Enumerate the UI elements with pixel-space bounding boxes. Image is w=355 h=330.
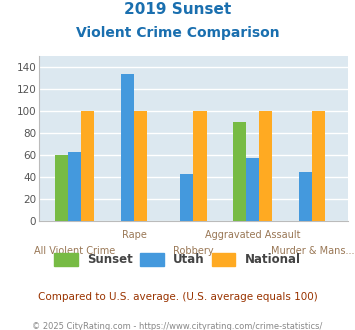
Text: © 2025 CityRating.com - https://www.cityrating.com/crime-statistics/: © 2025 CityRating.com - https://www.city… [32, 322, 323, 330]
Text: Compared to U.S. average. (U.S. average equals 100): Compared to U.S. average. (U.S. average … [38, 292, 317, 302]
Bar [81, 111, 94, 221]
Text: Violent Crime Comparison: Violent Crime Comparison [76, 26, 279, 40]
Bar [299, 172, 312, 221]
Bar [193, 111, 207, 221]
Bar [312, 111, 325, 221]
Text: All Violent Crime: All Violent Crime [34, 246, 115, 256]
Bar [55, 155, 68, 221]
Bar [180, 174, 193, 221]
Text: Aggravated Assault: Aggravated Assault [205, 230, 301, 240]
Bar [121, 74, 134, 221]
Bar [68, 152, 81, 221]
Bar [134, 111, 147, 221]
Text: 2019 Sunset: 2019 Sunset [124, 2, 231, 16]
Text: Murder & Mans...: Murder & Mans... [271, 246, 354, 256]
Legend: Sunset, Utah, National: Sunset, Utah, National [54, 252, 301, 266]
Text: Rape: Rape [122, 230, 147, 240]
Bar [260, 111, 273, 221]
Text: Robbery: Robbery [173, 246, 214, 256]
Bar [246, 158, 260, 221]
Bar [233, 122, 246, 221]
